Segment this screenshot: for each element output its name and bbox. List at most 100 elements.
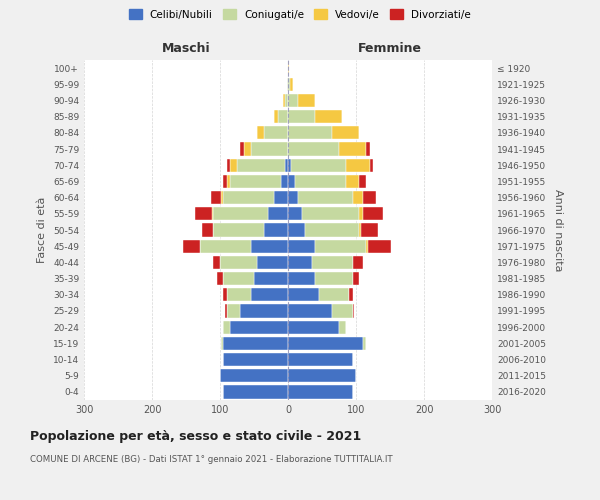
Bar xyxy=(302,207,359,220)
Bar xyxy=(220,256,257,269)
Bar xyxy=(298,94,315,107)
Bar xyxy=(223,175,227,188)
Bar xyxy=(288,304,332,318)
Bar xyxy=(241,304,288,318)
Legend: Celibi/Nubili, Coniugati/e, Vedovi/e, Divorziati/e: Celibi/Nubili, Coniugati/e, Vedovi/e, Di… xyxy=(125,5,475,24)
Y-axis label: Anni di nascita: Anni di nascita xyxy=(553,188,563,271)
Bar xyxy=(298,191,353,204)
Bar xyxy=(288,207,302,220)
Bar xyxy=(230,320,288,334)
Bar xyxy=(223,191,274,204)
Bar xyxy=(363,207,383,220)
Bar xyxy=(223,320,230,334)
Bar xyxy=(359,175,366,188)
Bar xyxy=(287,78,288,91)
Text: COMUNE DI ARCENE (BG) - Dati ISTAT 1° gennaio 2021 - Elaborazione TUTTITALIA.IT: COMUNE DI ARCENE (BG) - Dati ISTAT 1° ge… xyxy=(30,455,392,464)
Bar xyxy=(288,110,315,124)
Bar xyxy=(288,62,289,74)
Bar xyxy=(353,304,354,318)
Bar xyxy=(220,369,288,382)
Bar xyxy=(274,110,278,124)
Bar xyxy=(223,272,254,285)
Bar xyxy=(251,142,288,156)
Bar xyxy=(349,288,353,302)
Bar xyxy=(339,320,346,334)
Bar xyxy=(368,240,391,253)
Bar xyxy=(288,175,295,188)
Text: Popolazione per età, sesso e stato civile - 2021: Popolazione per età, sesso e stato civil… xyxy=(30,430,361,443)
Bar xyxy=(332,126,359,140)
Bar xyxy=(278,110,288,124)
Bar xyxy=(359,207,363,220)
Bar xyxy=(288,336,363,350)
Bar xyxy=(213,207,268,220)
Bar xyxy=(288,158,292,172)
Bar xyxy=(212,224,213,236)
Bar xyxy=(244,142,251,156)
Bar xyxy=(288,369,356,382)
Bar xyxy=(251,240,288,253)
Bar xyxy=(319,288,349,302)
Bar xyxy=(288,386,353,398)
Bar xyxy=(227,288,251,302)
Bar xyxy=(241,142,244,156)
Bar xyxy=(359,224,361,236)
Bar xyxy=(264,126,288,140)
Bar xyxy=(195,207,212,220)
Bar xyxy=(284,94,288,107)
Bar xyxy=(288,142,339,156)
Bar xyxy=(221,336,223,350)
Bar xyxy=(202,224,212,236)
Bar xyxy=(370,158,373,172)
Bar xyxy=(346,158,370,172)
Bar xyxy=(288,126,332,140)
Bar xyxy=(363,336,366,350)
Bar xyxy=(288,78,290,91)
Bar xyxy=(230,175,281,188)
Bar xyxy=(361,224,379,236)
Bar xyxy=(339,142,366,156)
Y-axis label: Fasce di età: Fasce di età xyxy=(37,197,47,263)
Bar xyxy=(213,256,220,269)
Bar xyxy=(227,158,230,172)
Bar xyxy=(283,94,284,107)
Bar xyxy=(211,191,221,204)
Bar xyxy=(237,158,284,172)
Bar xyxy=(292,158,346,172)
Bar xyxy=(268,207,288,220)
Bar xyxy=(227,175,230,188)
Bar xyxy=(182,240,200,253)
Bar xyxy=(230,158,237,172)
Text: Femmine: Femmine xyxy=(358,42,422,55)
Bar xyxy=(254,272,288,285)
Bar xyxy=(223,386,288,398)
Bar xyxy=(288,256,312,269)
Bar xyxy=(353,256,363,269)
Bar xyxy=(212,207,213,220)
Text: Maschi: Maschi xyxy=(161,42,211,55)
Bar xyxy=(288,320,339,334)
Bar xyxy=(288,272,315,285)
Bar xyxy=(226,304,227,318)
Bar xyxy=(366,142,370,156)
Bar xyxy=(284,158,288,172)
Bar xyxy=(288,353,353,366)
Bar xyxy=(288,94,298,107)
Bar xyxy=(288,191,298,204)
Bar xyxy=(315,110,343,124)
Bar xyxy=(264,224,288,236)
Bar xyxy=(217,272,223,285)
Bar xyxy=(227,304,241,318)
Bar xyxy=(251,288,288,302)
Bar xyxy=(288,224,305,236)
Bar xyxy=(315,240,366,253)
Bar xyxy=(366,240,368,253)
Bar xyxy=(312,256,353,269)
Bar xyxy=(223,288,227,302)
Bar xyxy=(353,272,359,285)
Bar xyxy=(213,224,264,236)
Bar xyxy=(346,175,359,188)
Bar xyxy=(315,272,353,285)
Bar xyxy=(290,78,293,91)
Bar xyxy=(353,191,363,204)
